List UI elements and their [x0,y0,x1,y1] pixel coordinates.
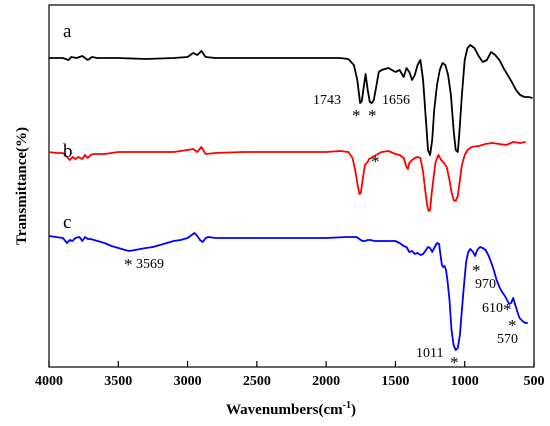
series-line-a [49,44,533,156]
x-tick-label: 2500 [243,374,271,389]
peak-label-1743: 1743 [313,93,341,108]
x-axis-title: Wavenumbers(cm-1) [226,400,356,418]
x-tick-label: 1500 [381,374,409,389]
peak-label-570: 570 [497,332,518,347]
peak-label-1656: 1656 [382,93,410,108]
x-tick-label: 2000 [312,374,340,389]
x-tick-label: 500 [524,374,545,389]
x-tick-label: 4000 [35,374,63,389]
marker-b-1656: * [371,152,380,171]
x-tick-label: 3500 [104,374,132,389]
peak-label-3569: 3569 [136,257,164,272]
series-line-b [48,141,526,212]
peak-label-1011: 1011 [416,346,443,361]
curve-label-a: a [63,21,72,42]
peak-label-970: 970 [475,277,496,292]
plot-frame [48,4,535,368]
peak-label-610: 610 [482,301,503,316]
spectra [48,44,533,351]
marker-610: * [503,300,512,319]
marker-3569: * [124,255,133,274]
x-tick-label: 1000 [451,374,479,389]
marker-1011: * [450,353,459,372]
x-tick-label: 3000 [174,374,202,389]
marker-1656: * [368,106,377,125]
x-ticks: 4000 3500 3000 2500 2000 1500 1000 500 [35,361,545,389]
marker-570: * [508,316,517,335]
series-line-c [48,232,528,351]
curve-label-b: b [63,141,73,162]
marker-1743: * [352,106,361,125]
y-axis-title: Transmittance(%) [14,127,30,245]
curve-label-c: c [63,212,71,233]
marker-970: * [472,261,481,280]
